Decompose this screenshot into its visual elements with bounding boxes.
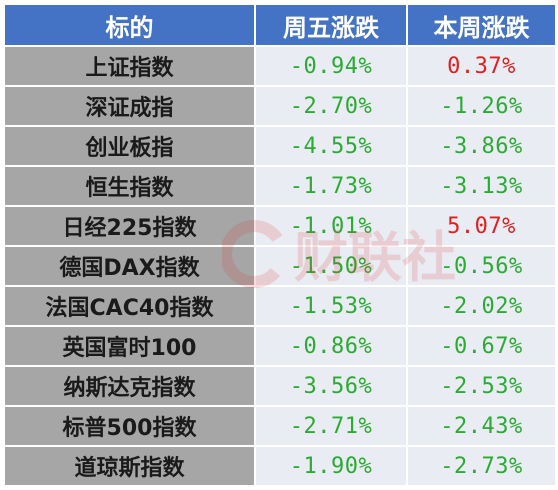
table-row: 上证指数 -0.94% 0.37% [3,45,557,87]
table-row: 恒生指数 -1.73% -3.13% [3,165,557,207]
index-name: 法国CAC40指数 [3,285,256,327]
friday-change: -1.50% [254,245,408,287]
header-row: 标的 周五涨跌 本周涨跌 [3,3,557,47]
table-row: 英国富时100 -0.86% -0.67% [3,325,557,367]
friday-change: -0.86% [254,325,408,367]
index-name: 标普500指数 [3,405,256,447]
table-row: 道琼斯指数 -1.90% -2.73% [3,445,557,487]
table-row: 德国DAX指数 -1.50% -0.56% [3,245,557,287]
week-change: -2.02% [406,285,557,327]
week-change: -3.13% [406,165,557,207]
week-change: 0.37% [406,45,557,87]
week-change: -2.73% [406,445,557,487]
friday-change: -4.55% [254,125,408,167]
index-name: 创业板指 [3,125,256,167]
week-change: -2.43% [406,405,557,447]
index-name: 道琼斯指数 [3,445,256,487]
week-change: -0.67% [406,325,557,367]
week-change: -0.56% [406,245,557,287]
table-body: 上证指数 -0.94% 0.37% 深证成指 -2.70% -1.26% 创业板指 -4.… [3,45,557,487]
index-name: 德国DAX指数 [3,245,256,287]
table-header: 标的 周五涨跌 本周涨跌 [3,3,557,47]
friday-change: -1.90% [254,445,408,487]
index-name: 英国富时100 [3,325,256,367]
table-row: 标普500指数 -2.71% -2.43% [3,405,557,447]
table-row: 创业板指 -4.55% -3.86% [3,125,557,167]
index-name: 纳斯达克指数 [3,365,256,407]
week-change: -2.53% [406,365,557,407]
friday-change: -2.70% [254,85,408,127]
header-week-change: 本周涨跌 [406,3,557,47]
index-performance-table: 标的 周五涨跌 本周涨跌 上证指数 -0.94% 0.37% 深证成指 -2.70% -… [3,3,557,487]
week-change: 5.07% [406,205,557,247]
table-row: 深证成指 -2.70% -1.26% [3,85,557,127]
friday-change: -2.71% [254,405,408,447]
index-name: 恒生指数 [3,165,256,207]
header-instrument: 标的 [3,3,256,47]
week-change: -3.86% [406,125,557,167]
friday-change: -0.94% [254,45,408,87]
table-row: 纳斯达克指数 -3.56% -2.53% [3,365,557,407]
friday-change: -1.73% [254,165,408,207]
week-change: -1.26% [406,85,557,127]
friday-change: -1.53% [254,285,408,327]
header-friday-change: 周五涨跌 [254,3,408,47]
friday-change: -1.01% [254,205,408,247]
index-name: 上证指数 [3,45,256,87]
table-row: 日经225指数 -1.01% 5.07% [3,205,557,247]
index-name: 深证成指 [3,85,256,127]
index-name: 日经225指数 [3,205,256,247]
table-row: 法国CAC40指数 -1.53% -2.02% [3,285,557,327]
friday-change: -3.56% [254,365,408,407]
